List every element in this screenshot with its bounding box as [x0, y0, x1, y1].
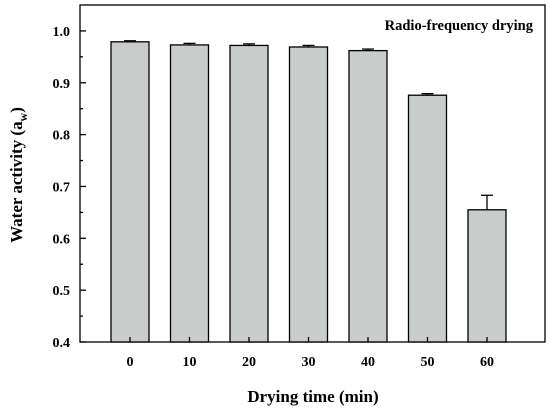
error-bar-10 — [183, 42, 196, 45]
error-bar-60 — [481, 194, 493, 210]
x-tick-label: 40 — [361, 355, 375, 370]
x-tick-label: 0 — [127, 355, 134, 370]
x-tick-label: 50 — [421, 355, 435, 370]
x-tick-label: 10 — [183, 355, 197, 370]
x-axis: 0 10 20 30 40 50 60 — [127, 337, 494, 370]
x-axis-title: Drying time (min) — [247, 387, 378, 406]
y-axis: 0.4 0.5 0.6 0.7 0.8 0.9 1.0 — [53, 25, 86, 351]
bar-10 — [169, 44, 210, 343]
y-tick-label: 0.6 — [53, 232, 71, 247]
error-bar-0 — [124, 40, 136, 42]
chart-annotation: Radio-frequency drying — [385, 18, 534, 34]
bar-0 — [110, 41, 150, 343]
x-tick-label: 60 — [480, 355, 494, 370]
y-tick-label: 1.0 — [53, 25, 71, 40]
bars-group — [110, 41, 507, 343]
error-bar-30 — [302, 44, 315, 47]
x-tick-label: 20 — [242, 355, 256, 370]
y-axis-title-main: Water activity (a — [7, 121, 26, 243]
error-bar-50 — [421, 93, 434, 96]
error-bar-40 — [362, 48, 374, 51]
y-axis-title-end: ) — [7, 107, 26, 113]
y-tick-label: 0.4 — [53, 336, 71, 351]
bar-20 — [229, 44, 269, 343]
bar-40 — [348, 49, 388, 343]
bar-60 — [467, 209, 507, 343]
bar-50 — [407, 94, 448, 343]
x-tick-label: 30 — [302, 355, 316, 370]
error-bars-group — [124, 40, 493, 210]
y-axis-title: Water activity (aw) — [7, 107, 30, 243]
y-tick-label: 0.9 — [53, 77, 71, 92]
y-tick-label: 0.7 — [53, 180, 71, 195]
y-tick-label: 0.8 — [53, 129, 71, 144]
y-axis-title-subscript: w — [16, 112, 30, 121]
bar-30 — [288, 46, 329, 343]
y-tick-label: 0.5 — [53, 284, 71, 299]
error-bar-20 — [243, 43, 255, 46]
